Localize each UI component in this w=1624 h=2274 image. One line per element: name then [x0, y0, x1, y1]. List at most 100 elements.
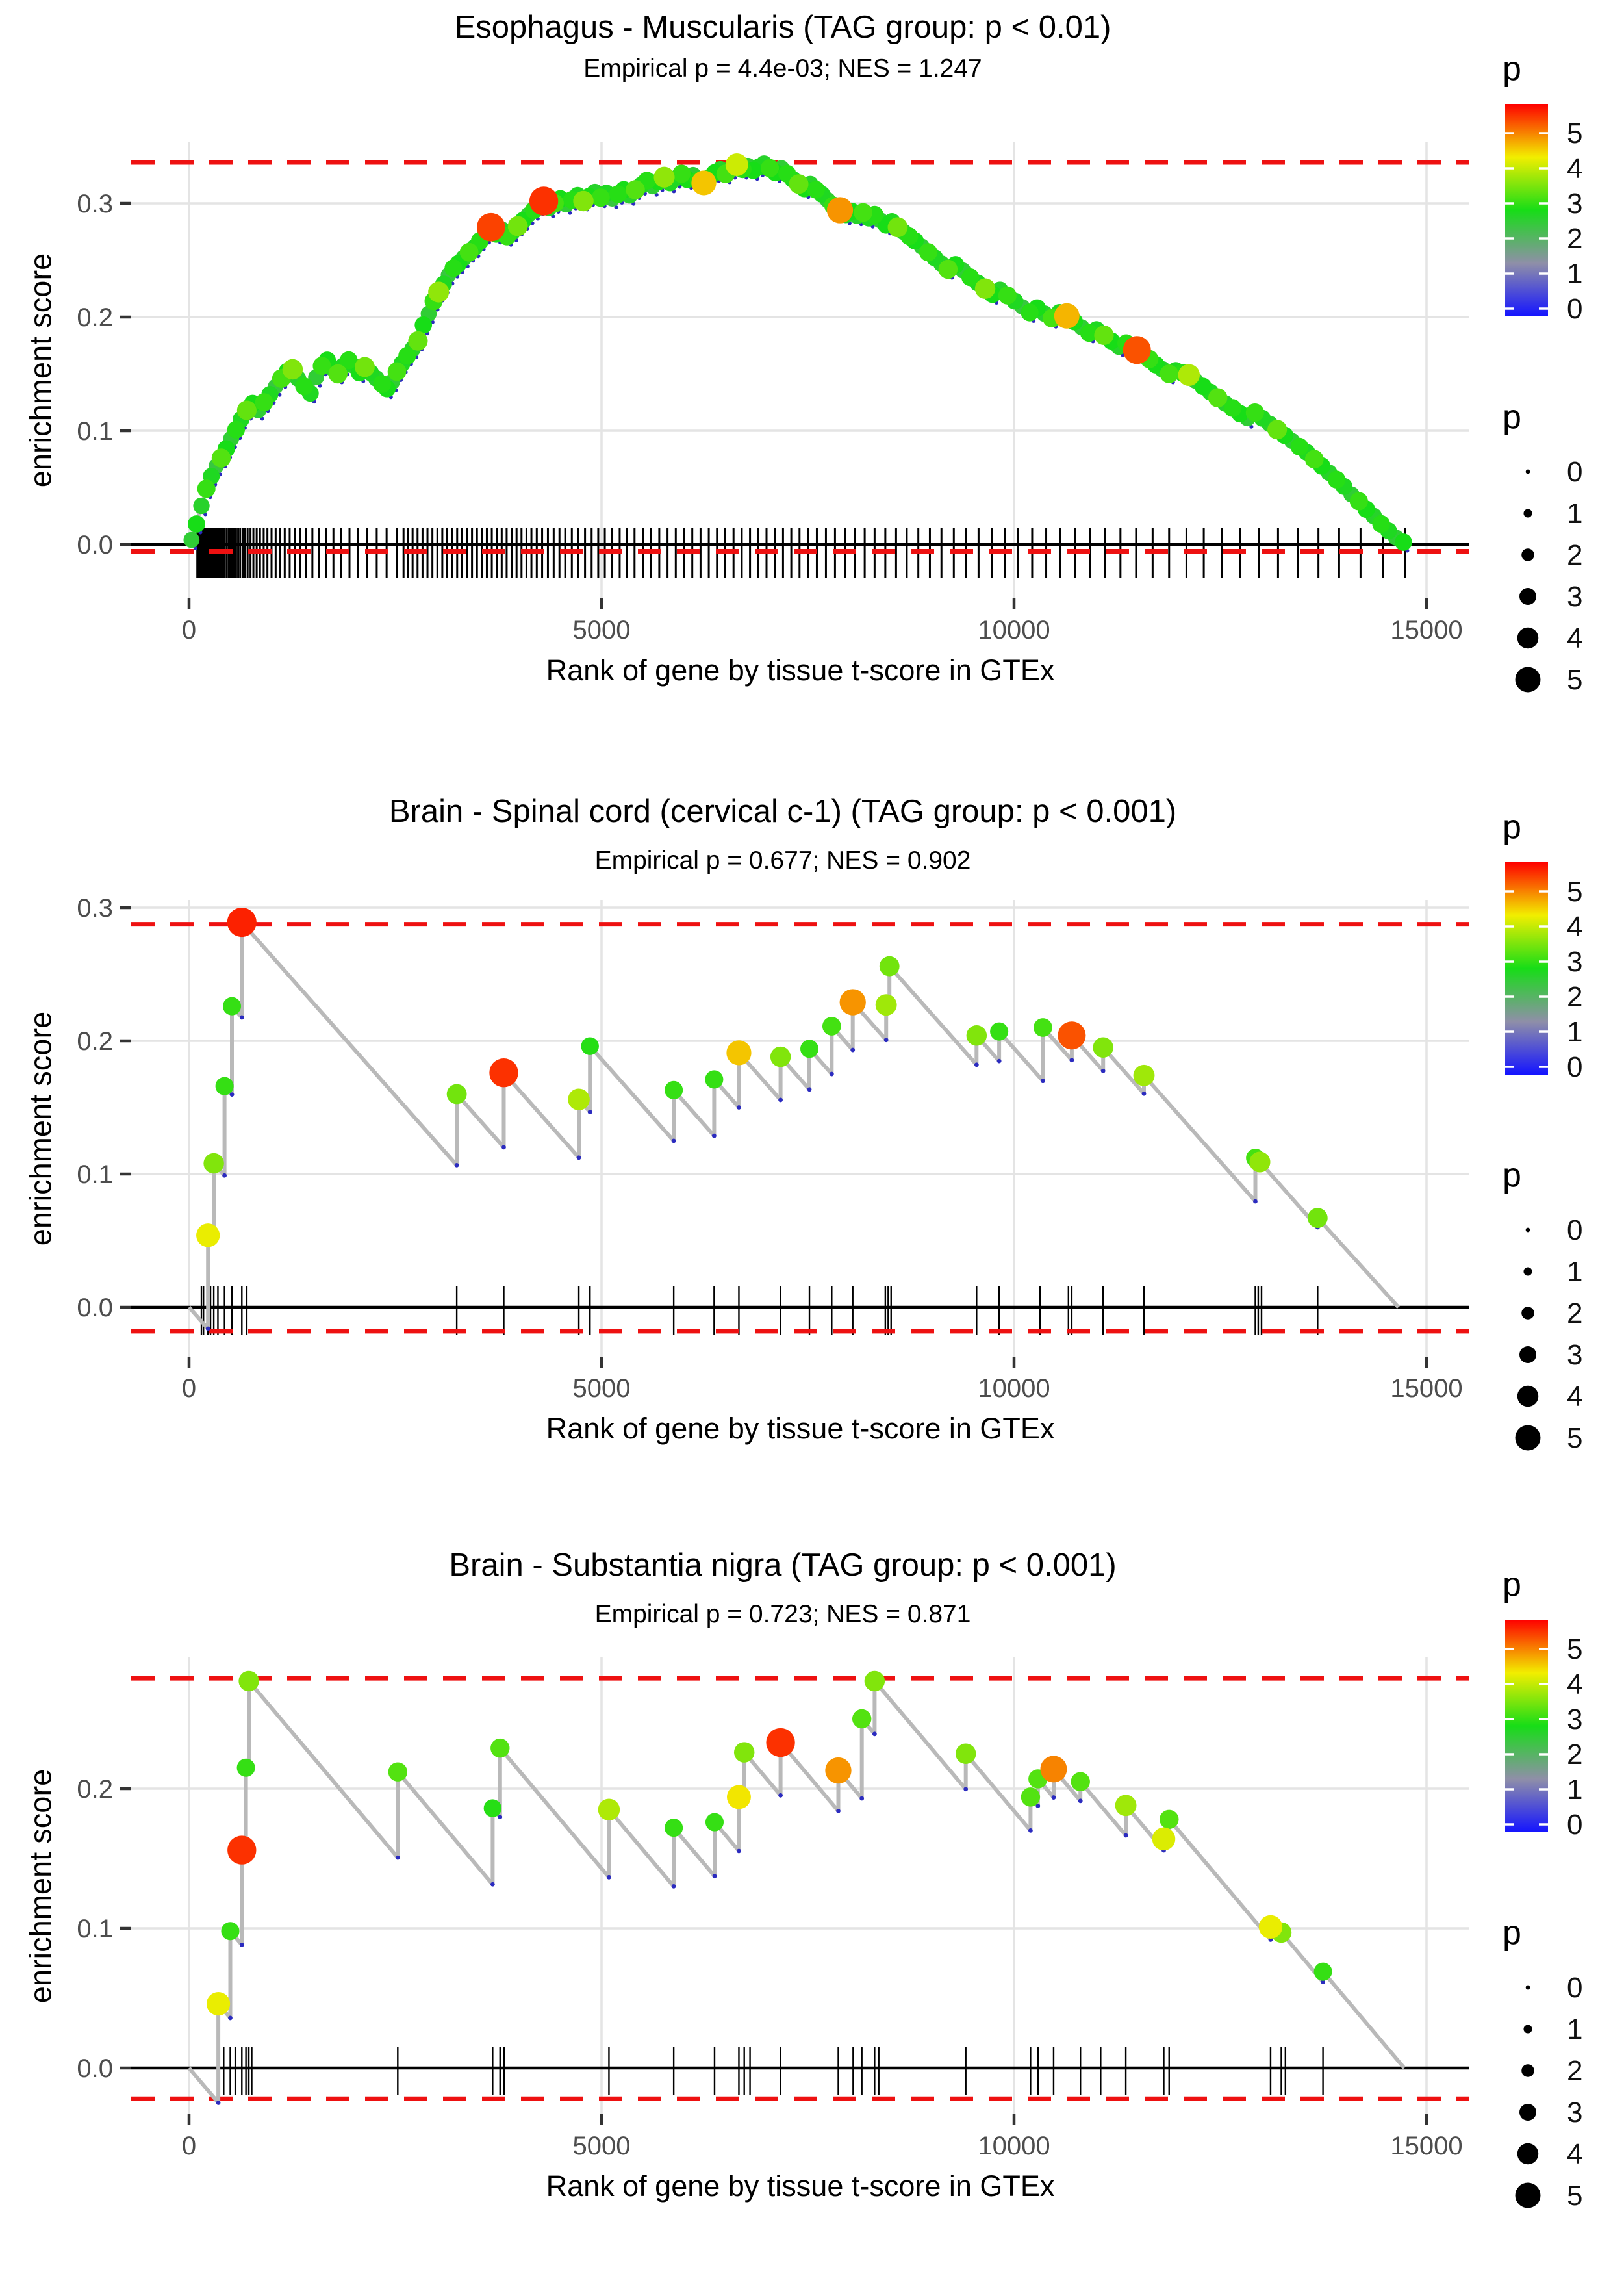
color-legend-title: p [1503, 808, 1521, 846]
gene-point [446, 1084, 467, 1105]
x-tick-label: 0 [182, 1374, 196, 1403]
size-legend-dot [1515, 2182, 1541, 2208]
valley-dot [454, 1162, 459, 1168]
gene-point [387, 362, 407, 381]
gene-point [1267, 420, 1288, 440]
gene-point [875, 994, 897, 1016]
x-tick-label: 5000 [573, 616, 631, 645]
plot-title: Brain - Spinal cord (cervical c-1) (TAG … [388, 794, 1177, 829]
x-tick-label: 0 [182, 2132, 196, 2160]
colorbar-tick-label: 4 [1567, 1668, 1582, 1700]
gene-point [665, 1080, 683, 1099]
gene-point [879, 956, 900, 977]
gene-point [705, 1070, 724, 1089]
gene-point [197, 479, 216, 498]
gene-point [388, 1762, 408, 1782]
colorbar-tick-label: 1 [1567, 1774, 1582, 1806]
gene-point [1313, 1962, 1332, 1981]
size-legend-label: 0 [1567, 456, 1582, 488]
gene-point [822, 1017, 841, 1036]
valley-dots [193, 170, 1410, 553]
valley-dot [807, 1087, 812, 1092]
valley-dot [1123, 1833, 1128, 1838]
valley-dot [1321, 1980, 1326, 1984]
y-axis-title: enrichment score [23, 1769, 58, 2004]
valley-dot [883, 1038, 889, 1043]
valley-dot [654, 192, 659, 197]
colorbar-tick-label: 4 [1567, 153, 1582, 185]
gene-point [825, 1757, 852, 1784]
size-legend-dot [1525, 1985, 1530, 1990]
y-tick-label: 0.2 [77, 303, 113, 332]
y-tick-label: 0.1 [77, 417, 113, 446]
valley-dot [974, 1062, 979, 1067]
x-axis: 0 5000 10000 15000 [182, 2114, 1463, 2160]
size-legend-dot [1523, 2025, 1532, 2034]
gene-point [761, 159, 780, 177]
size-legend-label: 5 [1567, 2180, 1582, 2212]
size-legend-dot [1521, 548, 1534, 561]
gene-point [591, 188, 610, 207]
y-axis: 0.0 0.1 0.2 0.3 [77, 190, 131, 559]
valley-dot [587, 1110, 592, 1114]
x-tick-label: 5000 [573, 1374, 631, 1403]
x-axis: 0 5000 10000 15000 [182, 598, 1463, 645]
valley-dot [260, 416, 264, 421]
valley-dot [193, 546, 197, 550]
y-axis: 0.0 0.1 0.2 0.3 [77, 894, 131, 1322]
gene-point [490, 1738, 510, 1758]
gene-point [1080, 324, 1098, 342]
size-legend-dot [1521, 2064, 1534, 2077]
gene-point [238, 1670, 259, 1692]
size-legend-label: 3 [1567, 2097, 1582, 2128]
valley-dot [395, 1855, 400, 1860]
gene-point [428, 281, 450, 303]
gene-point [1093, 1037, 1113, 1058]
valley-dot [963, 1787, 969, 1792]
colorbar-tick-label: 5 [1567, 876, 1582, 908]
color-legend-title: p [1503, 1566, 1521, 1603]
gene-point [227, 420, 246, 439]
gene-point [227, 908, 257, 938]
gene-point [938, 259, 958, 279]
y-axis: 0.0 0.1 0.2 [77, 1775, 131, 2083]
x-tick-label: 15000 [1390, 2132, 1462, 2160]
valley-dot [277, 392, 282, 397]
size-legend-dot [1523, 509, 1532, 518]
gene-point [1152, 1827, 1176, 1851]
gene-point [1349, 492, 1368, 511]
valley-dot [576, 1155, 581, 1160]
gene-point [672, 164, 691, 183]
size-legend-label: 0 [1567, 1214, 1582, 1246]
valley-dot [1141, 1091, 1147, 1096]
valley-dot [996, 1058, 1002, 1064]
size-legend-label: 3 [1567, 1339, 1582, 1371]
threshold-lines [131, 160, 1469, 554]
valley-dot [498, 1815, 503, 1820]
gene-point [1054, 303, 1080, 329]
gene-point [839, 989, 866, 1016]
size-legend-title: p [1503, 1914, 1521, 1952]
gene-point [355, 357, 375, 377]
gene-point [211, 448, 231, 468]
x-axis-title: Rank of gene by tissue t-score in GTEx [546, 1412, 1055, 1445]
gene-point [1258, 1915, 1283, 1939]
gene-point [444, 259, 463, 277]
gene-point [725, 153, 748, 176]
enrichment-curve [187, 920, 1401, 1331]
gene-point [726, 1785, 751, 1809]
valley-dot [490, 1882, 495, 1887]
gene-point [961, 268, 980, 287]
colorbar-tick-label: 5 [1567, 118, 1582, 149]
gene-point [221, 1922, 240, 1941]
size-legend-dot [1515, 1425, 1541, 1451]
gene-point [206, 1991, 231, 2016]
running-score-path [187, 920, 1401, 1331]
gene-point [1194, 377, 1212, 396]
gene-point [1133, 1064, 1155, 1086]
gene-point [255, 393, 273, 412]
valley-dot [836, 1809, 841, 1813]
gene-point [1021, 303, 1039, 322]
gene-point [598, 1798, 620, 1821]
